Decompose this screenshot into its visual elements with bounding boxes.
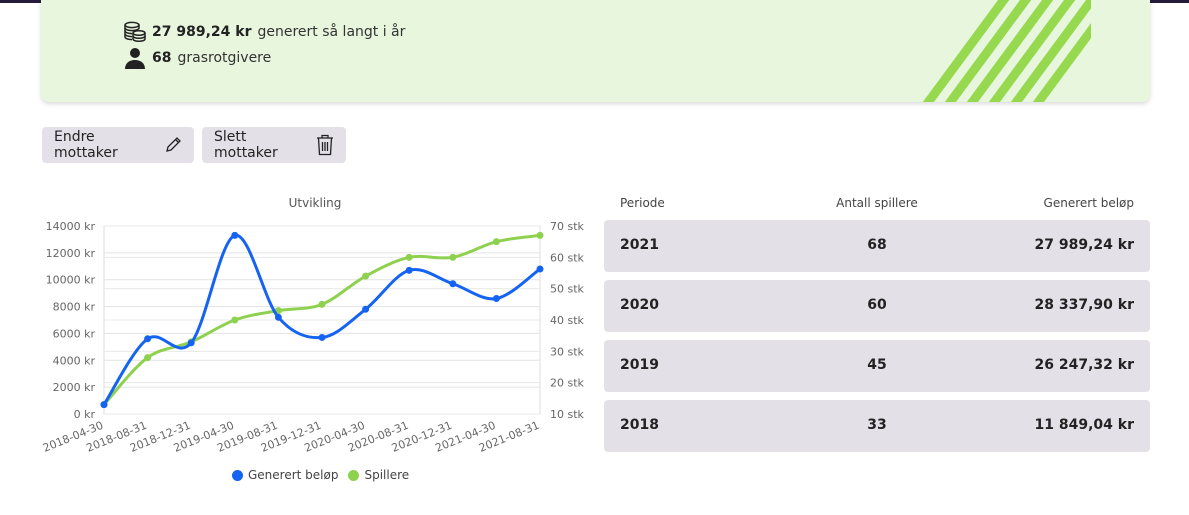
trash-icon [316, 134, 334, 156]
donors-value: 68 [152, 50, 172, 66]
y-right-tick-label: 20 stk [550, 377, 585, 390]
amount-label: generert så langt i år [257, 24, 406, 40]
amount-stat: 27 989,24 kr generert så langt i år [123, 20, 405, 44]
edit-recipient-button[interactable]: Endre mottaker [42, 127, 194, 163]
y-right-tick-label: 40 stk [550, 314, 585, 327]
data-point-players [405, 253, 413, 261]
header-period: Periode [620, 196, 665, 210]
table-row: 2018 33 11 849,04 kr [604, 400, 1150, 452]
data-point-players [492, 238, 500, 246]
players-cell: 33 [867, 417, 887, 433]
data-point-players [536, 231, 544, 239]
amount-cell: 26 247,32 kr [1034, 357, 1134, 373]
legend-dot-players [348, 469, 360, 481]
y-left-tick-label: 4000 kr [53, 354, 96, 367]
data-point-amount [144, 335, 152, 343]
data-point-players [231, 316, 239, 324]
y-right-tick-label: 70 stk [550, 220, 585, 233]
data-point-players [362, 272, 370, 280]
delete-recipient-label: Slett mottaker [214, 129, 278, 161]
legend-item-amount[interactable]: Generert beløp [232, 468, 338, 482]
y-right-tick-label: 50 stk [550, 283, 585, 296]
legend-dot-amount [232, 469, 243, 481]
y-left-tick-label: 6000 kr [53, 327, 96, 340]
edit-recipient-label: Endre mottaker [54, 129, 118, 161]
data-point-amount [492, 295, 500, 303]
y-right-tick-label: 30 stk [550, 345, 585, 358]
data-point-amount [405, 266, 413, 274]
chart-legend: Generert beløp Spillere [232, 468, 419, 482]
y-left-tick-label: 12000 kr [46, 247, 96, 260]
summary-card: 27 989,24 kr generert så langt i år 68 g… [41, 0, 1150, 102]
period-cell: 2018 [620, 417, 659, 433]
amount-cell: 11 849,04 kr [1034, 417, 1134, 433]
coins-icon [123, 20, 147, 44]
data-point-amount [231, 231, 239, 239]
y-left-tick-label: 0 kr [74, 408, 96, 421]
period-cell: 2021 [620, 237, 659, 253]
series-line-amount [102, 233, 541, 406]
y-right-tick-label: 60 stk [550, 251, 585, 264]
players-cell: 68 [867, 237, 887, 253]
data-point-amount [536, 265, 544, 273]
data-point-amount [187, 339, 195, 347]
y-right-tick-label: 10 stk [550, 408, 585, 421]
donors-stat: 68 grasrotgivere [123, 46, 271, 70]
table-row: 2021 68 27 989,24 kr [604, 220, 1150, 272]
amount-value: 27 989,24 kr [152, 24, 252, 40]
table-row: 2019 45 26 247,32 kr [604, 340, 1150, 392]
chart-title: Utvikling [288, 196, 342, 210]
players-cell: 45 [867, 357, 887, 373]
data-point-players [144, 354, 152, 362]
y-left-tick-label: 8000 kr [53, 301, 96, 314]
y-left-tick-label: 14000 kr [46, 220, 96, 233]
amount-cell: 28 337,90 kr [1034, 297, 1134, 313]
data-point-players [449, 253, 457, 261]
amount-cell: 27 989,24 kr [1034, 237, 1134, 253]
data-point-amount [362, 305, 370, 313]
pencil-icon [164, 136, 182, 154]
players-cell: 60 [867, 297, 887, 313]
header-amount: Generert beløp [1043, 196, 1134, 210]
decorative-stripes [922, 0, 1091, 102]
data-point-players [318, 300, 326, 308]
donors-label: grasrotgivere [177, 50, 272, 66]
data-point-amount [100, 401, 108, 409]
period-cell: 2019 [620, 357, 659, 373]
header-players: Antall spillere [836, 196, 918, 210]
period-cell: 2020 [620, 297, 659, 313]
data-point-amount [318, 333, 326, 341]
table-row: 2020 60 28 337,90 kr [604, 280, 1150, 332]
legend-label-players: Spillere [364, 468, 410, 482]
development-chart: 0 kr 2000 kr 4000 kr 6000 kr 8000 kr 10000 kr… [41, 220, 585, 455]
legend-label-amount: Generert beløp [248, 468, 339, 482]
y-left-tick-label: 10000 kr [46, 274, 96, 287]
data-point-amount [274, 313, 282, 321]
data-point-amount [449, 280, 457, 288]
person-icon [123, 46, 147, 70]
y-left-tick-label: 2000 kr [53, 381, 96, 394]
legend-item-players[interactable]: Spillere [348, 468, 409, 482]
delete-recipient-button[interactable]: Slett mottaker [202, 127, 346, 163]
